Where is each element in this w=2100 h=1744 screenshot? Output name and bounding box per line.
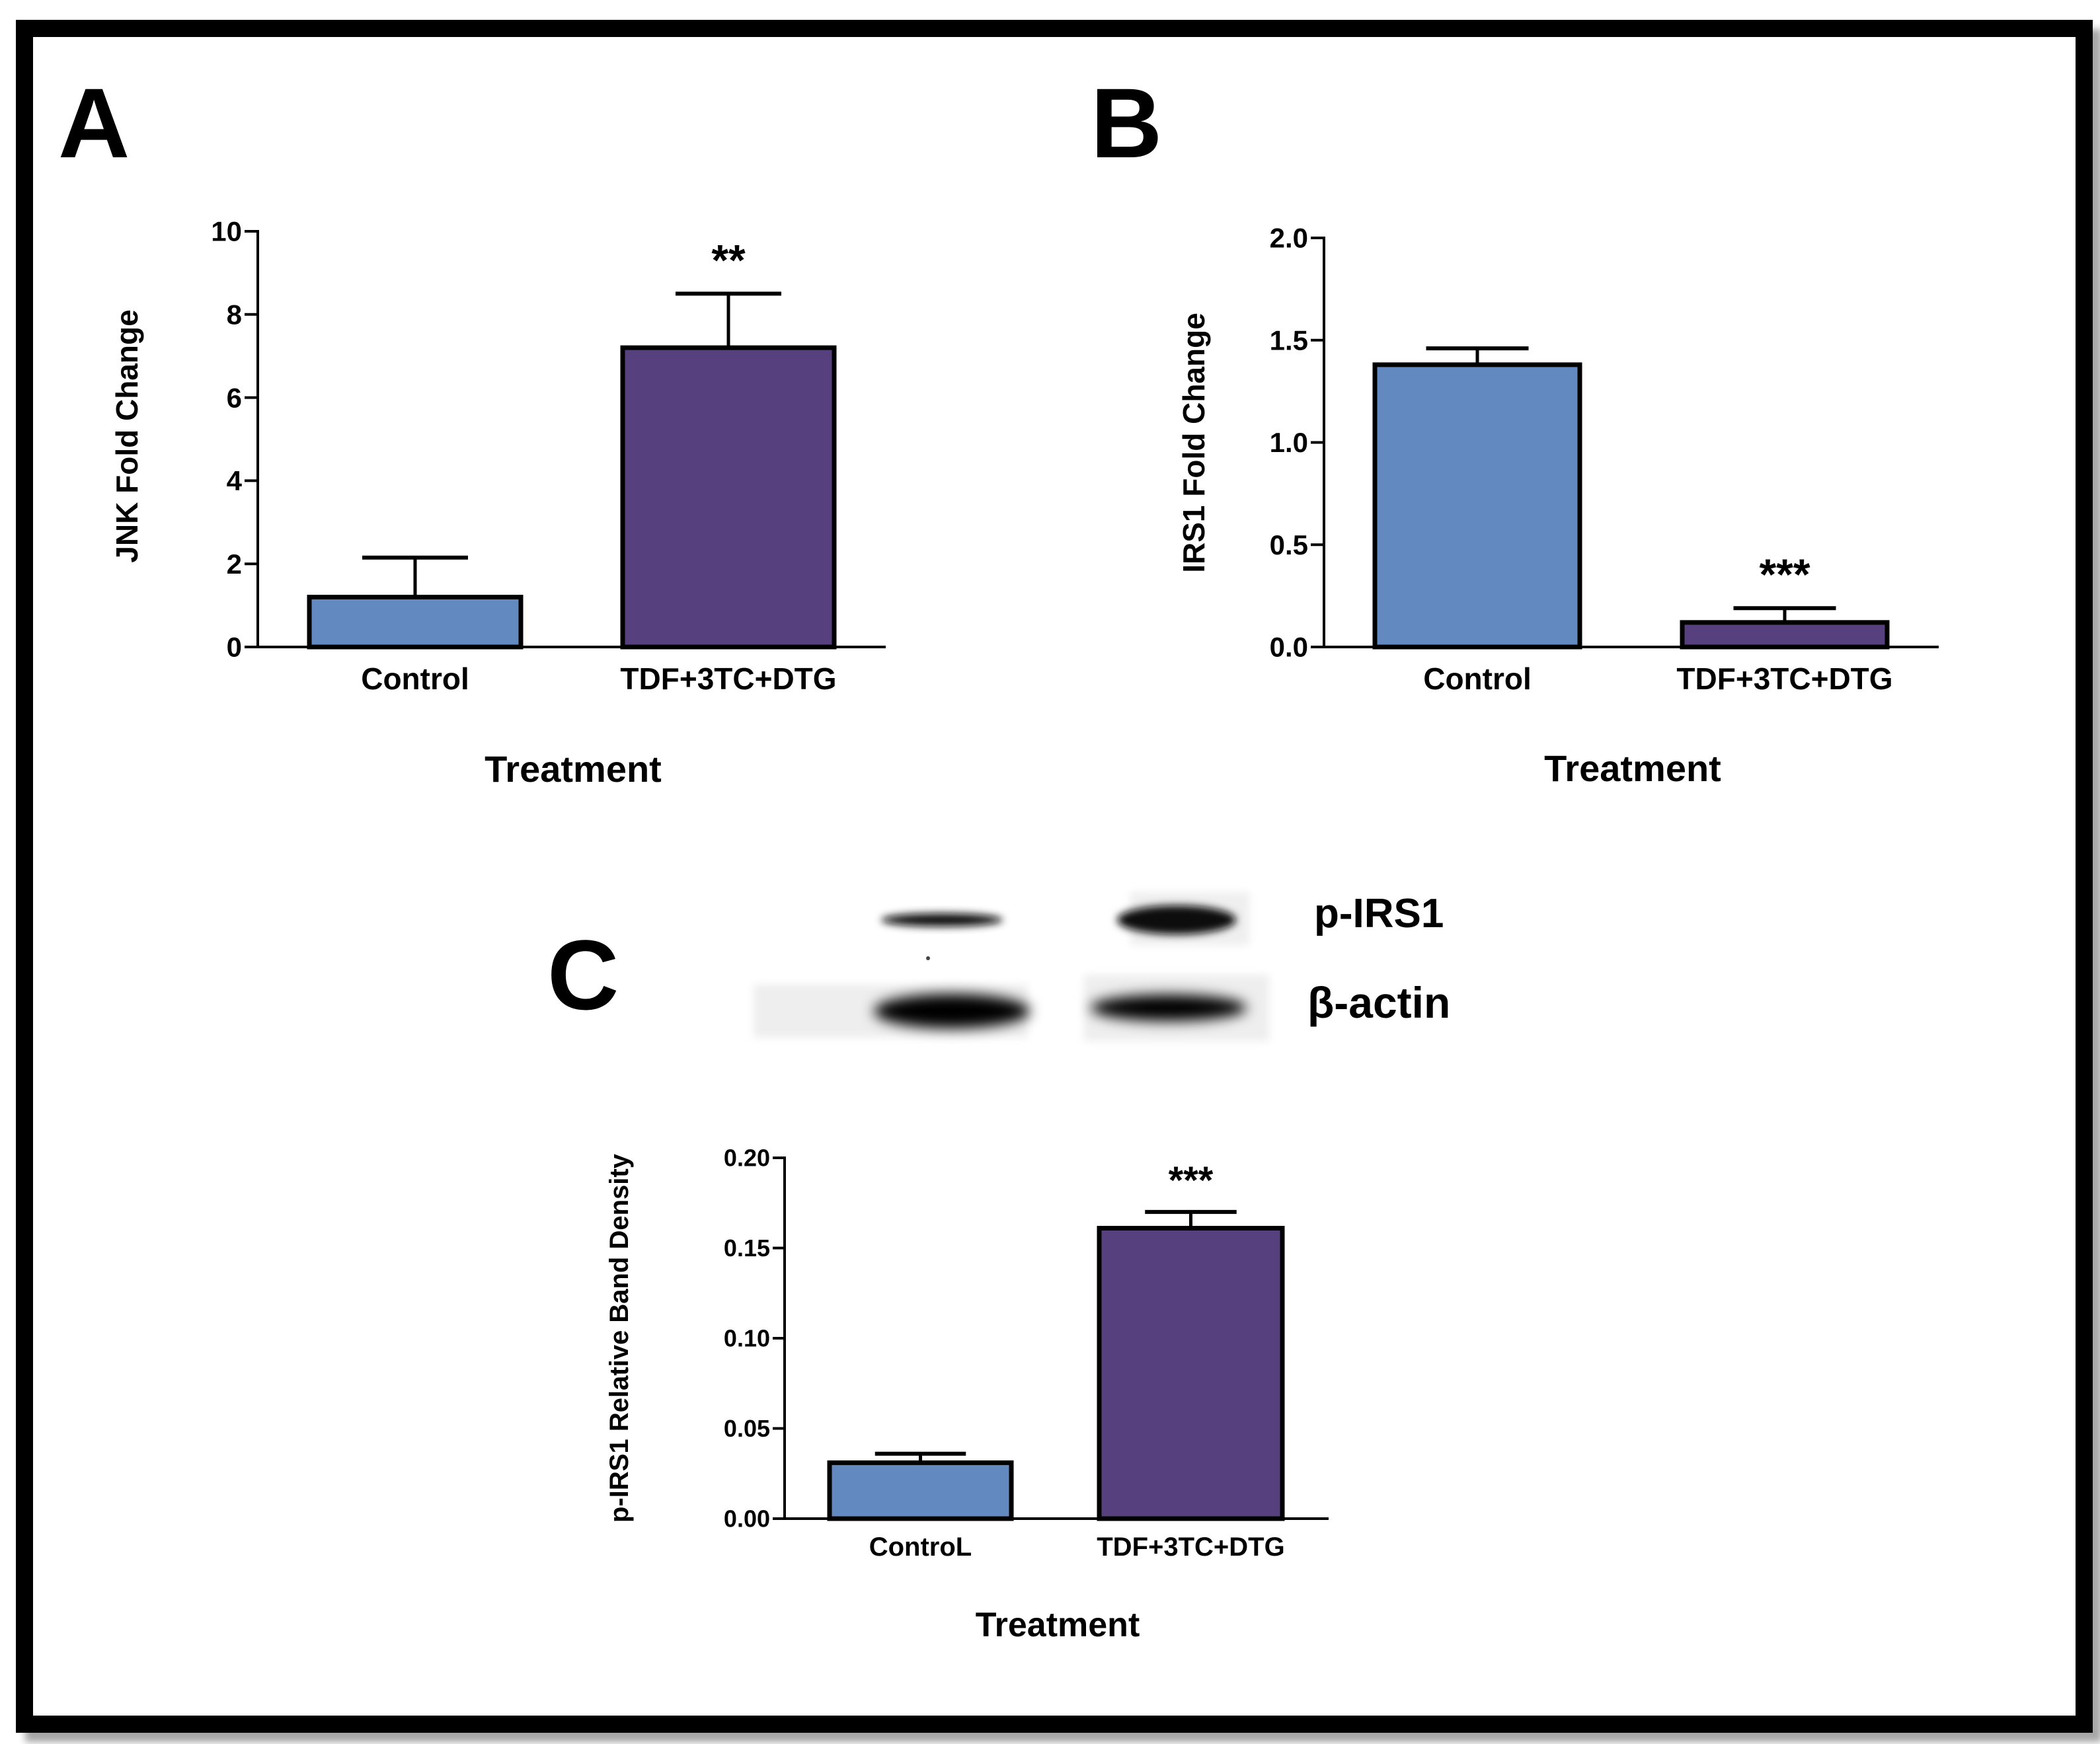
chart-b-irs1: 0.0 0.5 1.0 1.5 2.0 Control TDF+3TC+DTG *** Trea… xyxy=(1177,223,1939,789)
western-blot xyxy=(754,892,1269,1041)
panel-label-b: B xyxy=(1091,67,1162,178)
beta-actin-band-control xyxy=(874,994,1030,1028)
y-tick-label: 0.00 xyxy=(724,1505,770,1533)
significance-marker: ** xyxy=(711,235,746,284)
blot-label-p-irs1: p-IRS1 xyxy=(1314,891,1444,936)
bar-control xyxy=(827,1460,1014,1521)
x-axis-title: Treatment xyxy=(1544,747,1721,789)
y-tick-label: 0.20 xyxy=(724,1145,770,1172)
y-tick-label: 2.0 xyxy=(1270,223,1308,254)
y-tick-label: 1.5 xyxy=(1270,324,1308,356)
chart-a-jnk: 0 2 4 6 8 10 Control TDF+3TC+DTG ** Treatment JNK … xyxy=(110,216,886,790)
y-axis-title: IRS1 Fold Change xyxy=(1177,313,1211,573)
panel-label-c: C xyxy=(547,919,619,1030)
y-tick-label: 0 xyxy=(227,632,242,663)
blot-speck xyxy=(926,956,930,960)
y-tick-label: 0.0 xyxy=(1270,632,1308,663)
bar-treatment xyxy=(620,345,837,650)
chart-c-p-irs1: 0.00 0.05 0.10 0.15 0.20 ControL TDF+3TC+DTG **… xyxy=(605,1145,1329,1644)
bar-treatment xyxy=(1097,1225,1285,1521)
y-tick-label: 0.10 xyxy=(724,1325,770,1352)
beta-actin-band-treatment xyxy=(1091,995,1247,1021)
x-axis-title: Treatment xyxy=(485,748,662,790)
y-tick-label: 0.15 xyxy=(724,1234,770,1262)
category-label: TDF+3TC+DTG xyxy=(1097,1533,1284,1562)
significance-marker: *** xyxy=(1169,1159,1214,1202)
y-tick-label: 10 xyxy=(211,216,242,247)
y-tick-label: 0.5 xyxy=(1270,529,1308,560)
p-irs1-band-treatment xyxy=(1117,905,1236,934)
figure-frame xyxy=(16,20,2093,1733)
bar-treatment xyxy=(1680,620,1890,650)
y-tick-label: 6 xyxy=(227,382,242,413)
y-tick-label: 4 xyxy=(227,465,243,496)
p-irs1-band-control xyxy=(881,913,1003,927)
x-axis-title: Treatment xyxy=(976,1606,1140,1644)
significance-marker: *** xyxy=(1759,550,1810,599)
y-tick-label: 8 xyxy=(227,299,242,330)
category-label: TDF+3TC+DTG xyxy=(1676,662,1892,696)
y-axis-title: JNK Fold Change xyxy=(110,309,144,562)
blot-label-beta-actin: β-actin xyxy=(1307,978,1450,1027)
category-label: Control xyxy=(361,662,469,696)
category-label: Control xyxy=(1423,662,1532,696)
panel-label-a: A xyxy=(58,67,130,178)
category-label: ControL xyxy=(869,1533,972,1562)
bar-control xyxy=(307,595,524,650)
y-tick-label: 1.0 xyxy=(1270,427,1308,458)
category-label: TDF+3TC+DTG xyxy=(620,662,836,696)
y-axis-title: p-IRS1 Relative Band Density xyxy=(605,1153,634,1523)
bar-control xyxy=(1372,362,1582,650)
y-tick-label: 2 xyxy=(227,549,242,580)
y-tick-label: 0.05 xyxy=(724,1415,770,1442)
